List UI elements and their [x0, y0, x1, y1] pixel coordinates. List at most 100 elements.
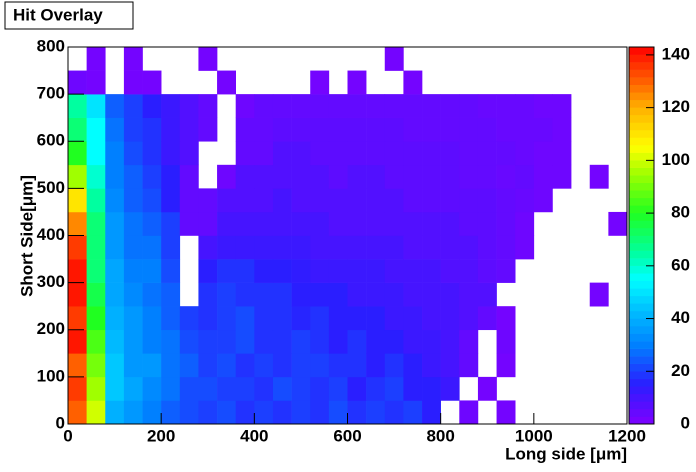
heat-cell [459, 188, 479, 213]
heat-cell [403, 141, 423, 166]
heat-cell [496, 164, 516, 189]
heat-cell [310, 94, 330, 118]
heat-cell [217, 164, 236, 189]
heat-cell [403, 329, 423, 354]
heat-cell [272, 376, 292, 401]
heat-cell [403, 306, 423, 331]
heat-cell [366, 376, 386, 401]
y-tick-label: 400 [37, 225, 65, 244]
heat-cell [440, 259, 460, 283]
heat-cell [366, 259, 386, 283]
heat-cell [123, 235, 143, 260]
heat-cell [254, 353, 274, 378]
heat-cell [272, 117, 292, 142]
heat-cell [272, 94, 292, 118]
heat-cell [608, 211, 628, 236]
heat-cell [515, 117, 535, 142]
heat-cell [459, 306, 479, 331]
heat-cell [384, 47, 404, 71]
heat-cell [123, 70, 143, 95]
heat-cell [366, 353, 386, 378]
heat-cell [347, 188, 367, 213]
colorbar-band [629, 205, 654, 214]
y-tick-label: 100 [37, 366, 65, 385]
heat-cell [496, 141, 516, 166]
heat-cell [422, 353, 441, 378]
z-tick-label: 60 [671, 255, 690, 274]
heat-cell [272, 306, 292, 331]
heat-cell [198, 259, 218, 283]
heat-cell [142, 94, 162, 118]
y-tick-label: 600 [37, 131, 65, 150]
heat-cell [68, 141, 87, 166]
colorbar-band [629, 62, 654, 70]
heat-cell [217, 188, 236, 213]
heat-cell [105, 282, 125, 307]
heat-cell [403, 188, 423, 213]
heat-cell [440, 211, 460, 236]
heat-cell [123, 400, 143, 425]
colorbar-band [629, 220, 654, 229]
heat-cell [310, 164, 330, 189]
heat-cell [291, 235, 311, 260]
colorbar-band [629, 265, 654, 274]
heat-cell [422, 282, 441, 307]
heat-cell [272, 259, 292, 283]
colorbar-band [629, 378, 654, 387]
colorbar-band [629, 190, 654, 199]
heat-cell [161, 282, 181, 307]
colorbar-band [629, 273, 654, 282]
heat-cell [142, 188, 162, 213]
heat-cell [68, 353, 87, 378]
heat-cell [123, 47, 143, 71]
heat-cell [291, 164, 311, 189]
heat-cell [105, 353, 125, 378]
heat-cell [347, 353, 367, 378]
heat-cell [254, 376, 274, 401]
colorbar-band [629, 401, 654, 410]
colorbar-band [629, 333, 654, 342]
heat-cell [347, 376, 367, 401]
heat-cell [123, 329, 143, 354]
heat-cell [86, 70, 106, 95]
heat-cell [105, 94, 125, 118]
heat-cell [328, 188, 348, 213]
heat-cell [384, 259, 404, 283]
heat-cell [459, 400, 479, 425]
heat-cell [552, 94, 572, 118]
heat-cell [459, 235, 479, 260]
heat-cell [310, 306, 330, 331]
heat-cell [347, 400, 367, 425]
heat-cell [105, 141, 125, 166]
heat-cell [161, 400, 181, 425]
heat-cell [328, 164, 348, 189]
heat-cell [533, 188, 553, 213]
heat-cell [105, 400, 125, 425]
heat-cell [142, 141, 162, 166]
x-tick-label: 400 [240, 426, 268, 445]
heat-cell [496, 94, 516, 118]
heat-cell [366, 188, 386, 213]
colorbar-band [629, 99, 654, 108]
heat-cell [515, 235, 535, 260]
heat-cell [291, 259, 311, 283]
heat-cell [310, 188, 330, 213]
heat-cell [142, 211, 162, 236]
heat-cell [68, 306, 87, 331]
heat-cell [533, 164, 553, 189]
heat-cell [496, 306, 516, 331]
heat-cell [291, 329, 311, 354]
heat-cell [272, 164, 292, 189]
heat-cell [161, 376, 181, 401]
heat-cell [123, 164, 143, 189]
heat-cell [347, 282, 367, 307]
heat-cell [235, 400, 255, 425]
colorbar-band [629, 114, 654, 123]
heat-cell [291, 141, 311, 166]
heat-cell [347, 141, 367, 166]
heat-cell [86, 117, 106, 142]
heat-cell [123, 259, 143, 283]
heat-cell [328, 94, 348, 118]
heat-cell [459, 329, 479, 354]
heat-cell [477, 376, 497, 401]
